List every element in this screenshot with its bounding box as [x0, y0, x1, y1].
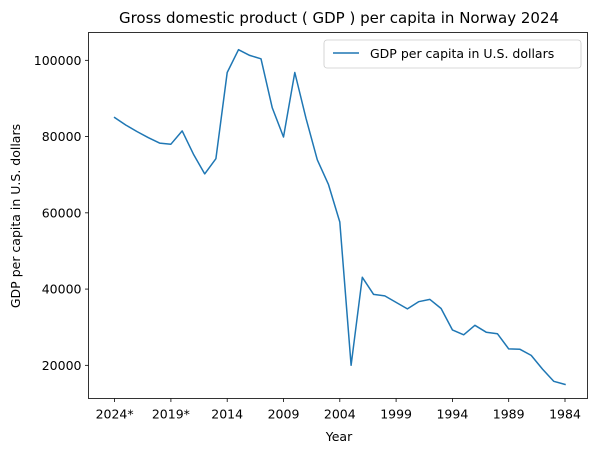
y-tick-label: 100000 — [34, 53, 82, 68]
x-axis-label: Year — [325, 429, 353, 444]
chart-title: Gross domestic product ( GDP ) per capit… — [119, 9, 559, 27]
y-tick-label: 20000 — [42, 358, 82, 373]
x-tick-label: 2004 — [324, 407, 356, 422]
y-axis-ticks: 20000 40000 60000 80000 100000 — [34, 53, 89, 373]
x-tick-label: 1999 — [380, 407, 412, 422]
x-tick-label: 2024* — [96, 407, 134, 422]
y-tick-label: 40000 — [42, 282, 82, 297]
x-tick-label: 1994 — [436, 407, 468, 422]
x-tick-label: 1984 — [549, 407, 581, 422]
series-line-gdp — [113, 48, 566, 386]
x-tick-label: 1989 — [493, 407, 525, 422]
x-tick-label: 2019* — [152, 407, 190, 422]
y-axis-label: GDP per capita in U.S. dollars — [8, 124, 23, 308]
x-axis-ticks: 2024* 2019* 2014 2009 2004 1999 1994 1989 1984 — [96, 398, 581, 422]
legend-label: GDP per capita in U.S. dollars — [370, 46, 554, 61]
y-tick-label: 80000 — [42, 129, 82, 144]
x-tick-label: 2009 — [268, 407, 300, 422]
plot-frame — [88, 32, 588, 399]
legend: GDP per capita in U.S. dollars — [323, 39, 582, 69]
y-tick-label: 60000 — [42, 205, 82, 220]
legend-box — [323, 39, 582, 69]
x-tick-label: 2014 — [211, 407, 243, 422]
